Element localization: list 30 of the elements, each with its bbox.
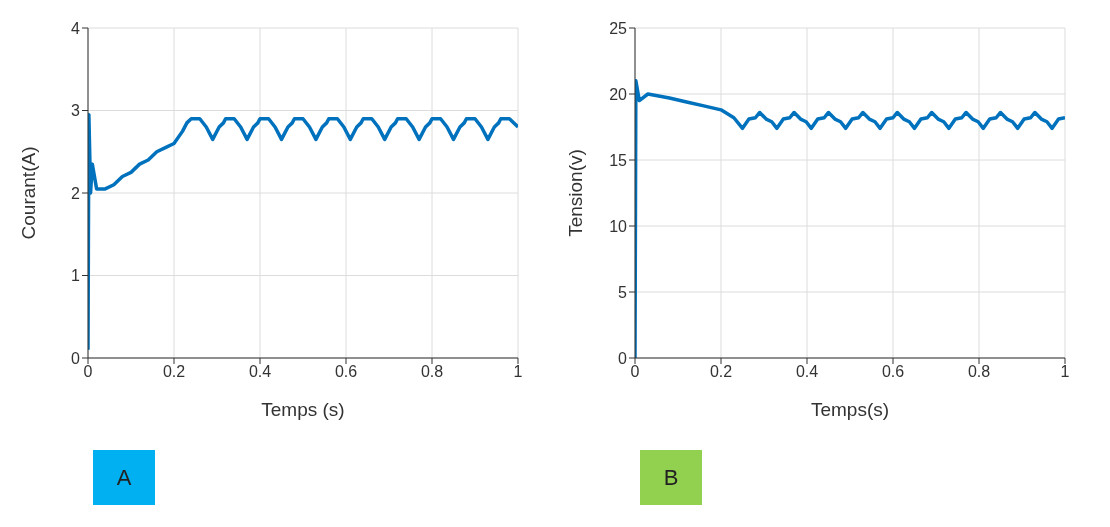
y-tick-label: 3	[71, 102, 81, 120]
x-tick-label: 0	[83, 363, 93, 381]
x-tick-label: 1	[1060, 363, 1070, 381]
x-tick-label: 0.8	[967, 363, 991, 381]
y-tick-label: 1	[71, 267, 81, 285]
x-tick-label: 0.6	[334, 363, 358, 381]
text: B	[640, 450, 702, 505]
y-tick-label: 4	[71, 19, 81, 37]
y-tick-label: 25	[609, 19, 628, 37]
x-tick-label: 0.8	[420, 363, 444, 381]
line-series	[88, 112, 518, 352]
x-tick-label: 0	[630, 363, 640, 381]
x-tick-label: 1	[513, 363, 523, 381]
y-axis-title: Courant(A)	[17, 146, 39, 240]
y-tick-label: 10	[609, 217, 628, 235]
text: A	[93, 450, 155, 505]
y-tick-label: 15	[609, 151, 628, 169]
x-tick-label: 0.4	[795, 363, 819, 381]
x-tick-label: 0.4	[248, 363, 272, 381]
y-tick-label: 0	[618, 349, 628, 367]
y-tick-label: 20	[609, 85, 628, 103]
y-tick-label: 5	[618, 283, 628, 301]
x-tick-label: 0.2	[709, 363, 733, 381]
x-axis-title: Temps(s)	[810, 399, 890, 420]
x-tick-label: 0.6	[881, 363, 905, 381]
y-tick-label: 0	[71, 349, 81, 367]
x-axis-title: Temps (s)	[261, 399, 345, 420]
y-axis-title: Tension(v)	[564, 149, 586, 237]
x-tick-label: 0.2	[162, 363, 186, 381]
y-tick-label: 2	[71, 184, 81, 202]
